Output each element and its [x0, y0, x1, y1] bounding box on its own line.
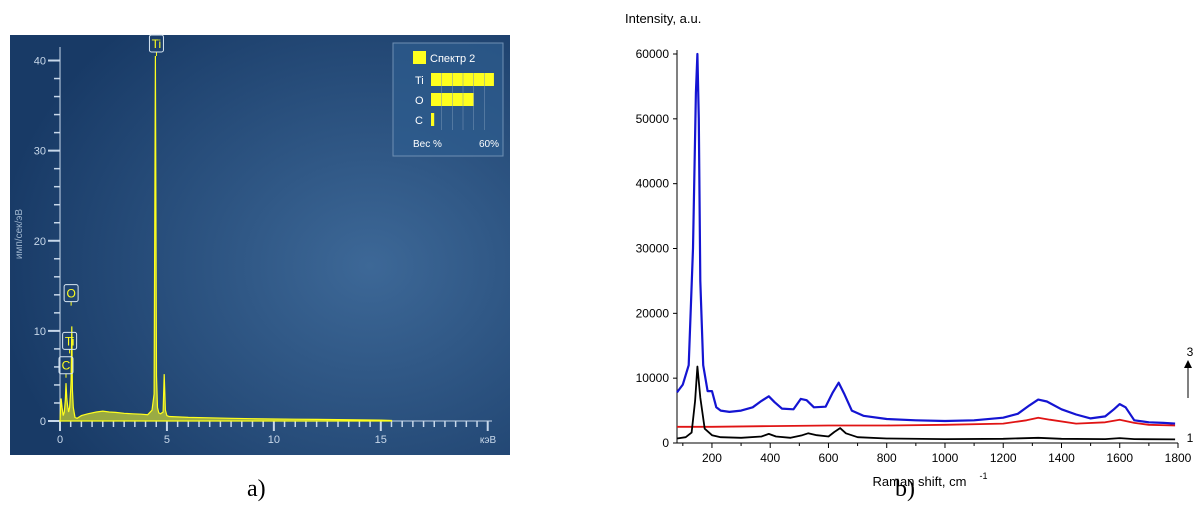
x-tick-label: 1600: [1106, 451, 1133, 465]
y-tick-label: 10000: [636, 371, 670, 385]
peak-label: O: [66, 287, 75, 301]
raman-series-line-2: [677, 416, 1176, 428]
eds-marks: Ti O Ti C: [58, 34, 393, 422]
side-arrow-head: [1184, 360, 1192, 368]
raman-series-line-3: [676, 365, 1176, 441]
legend-weight-bar: [431, 113, 435, 126]
legend-element-label: C: [415, 115, 423, 127]
eds-axes: 0 10 20 30 40 0 5 10 15 кэВ имп/сек/эВ: [14, 47, 496, 446]
peak-label-box: [63, 284, 79, 303]
peak-label-box: [62, 331, 78, 350]
eds-spectrum-line: [59, 55, 393, 422]
x-tick-label: 200: [702, 451, 722, 465]
y-axis-label: имп/сек/эВ: [14, 209, 25, 259]
legend-swatch: [413, 51, 426, 64]
y-tick-label: 20000: [636, 306, 670, 320]
y-tick-label: 10: [34, 326, 46, 338]
y-tick-label: 40: [34, 56, 46, 68]
legend-title: Спектр 2: [430, 53, 475, 65]
y-tick-label: 30: [34, 146, 46, 158]
x-axis-label: Raman shift, cm: [873, 474, 967, 489]
legend-element-label: O: [415, 95, 424, 107]
legend-element-label: Ti: [415, 75, 424, 87]
legend-axis-max-label: 60%: [479, 139, 499, 150]
peak-label: Ti: [152, 37, 162, 51]
side-label-bottom: 1: [1187, 431, 1194, 445]
x-tick-label: 5: [164, 434, 170, 446]
raman-spectrum-figure: 0 10000 20000 30000 40000 50000 60000 200 400 600…: [625, 11, 1194, 489]
panel-label-b: b): [895, 476, 915, 502]
eds-spectrum-figure: 0 10 20 30 40 0 5 10 15 кэВ имп/сек/эВ Ti O Ti C Спек…: [10, 34, 510, 455]
peak-label: C: [62, 359, 71, 373]
x-tick-label: 1000: [932, 451, 959, 465]
eds-legend: Спектр 2 Ti OC Вес % 60%: [392, 42, 504, 157]
panel-label-a: a): [247, 476, 266, 502]
peak-label-box: [58, 356, 74, 375]
peak-label: Ti: [65, 334, 75, 348]
x-tick-label: 15: [375, 434, 387, 446]
legend-axis-label: Вес %: [413, 139, 442, 150]
x-tick-label: 1800: [1165, 451, 1192, 465]
y-tick-label: 0: [40, 416, 46, 428]
y-tick-label: 50000: [636, 112, 670, 126]
y-tick-label: 30000: [636, 242, 670, 256]
peak-label-box: [148, 34, 164, 53]
legend-weight-bar: [431, 73, 494, 86]
raman-axes: 0 10000 20000 30000 40000 50000 60000 200 400 600…: [625, 11, 1194, 489]
x-tick-label: 1200: [990, 451, 1017, 465]
x-tick-label: 600: [818, 451, 838, 465]
raman-series-line-1: [676, 52, 1176, 425]
y-tick-label: 60000: [636, 47, 670, 61]
x-tick-label: 1400: [1048, 451, 1075, 465]
x-unit-label: кэВ: [480, 435, 497, 446]
x-axis-label-superscript: -1: [980, 471, 988, 481]
y-axis-label: Intensity, a.u.: [625, 11, 701, 26]
y-tick-label: 0: [662, 436, 669, 450]
x-tick-label: 400: [760, 451, 780, 465]
x-tick-label: 800: [877, 451, 897, 465]
x-tick-label: 0: [57, 434, 63, 446]
x-tick-label: 10: [268, 434, 280, 446]
y-tick-label: 20: [34, 236, 46, 248]
raman-marks: [676, 52, 1176, 441]
y-tick-label: 40000: [636, 177, 670, 191]
side-label-top: 3: [1187, 345, 1194, 359]
